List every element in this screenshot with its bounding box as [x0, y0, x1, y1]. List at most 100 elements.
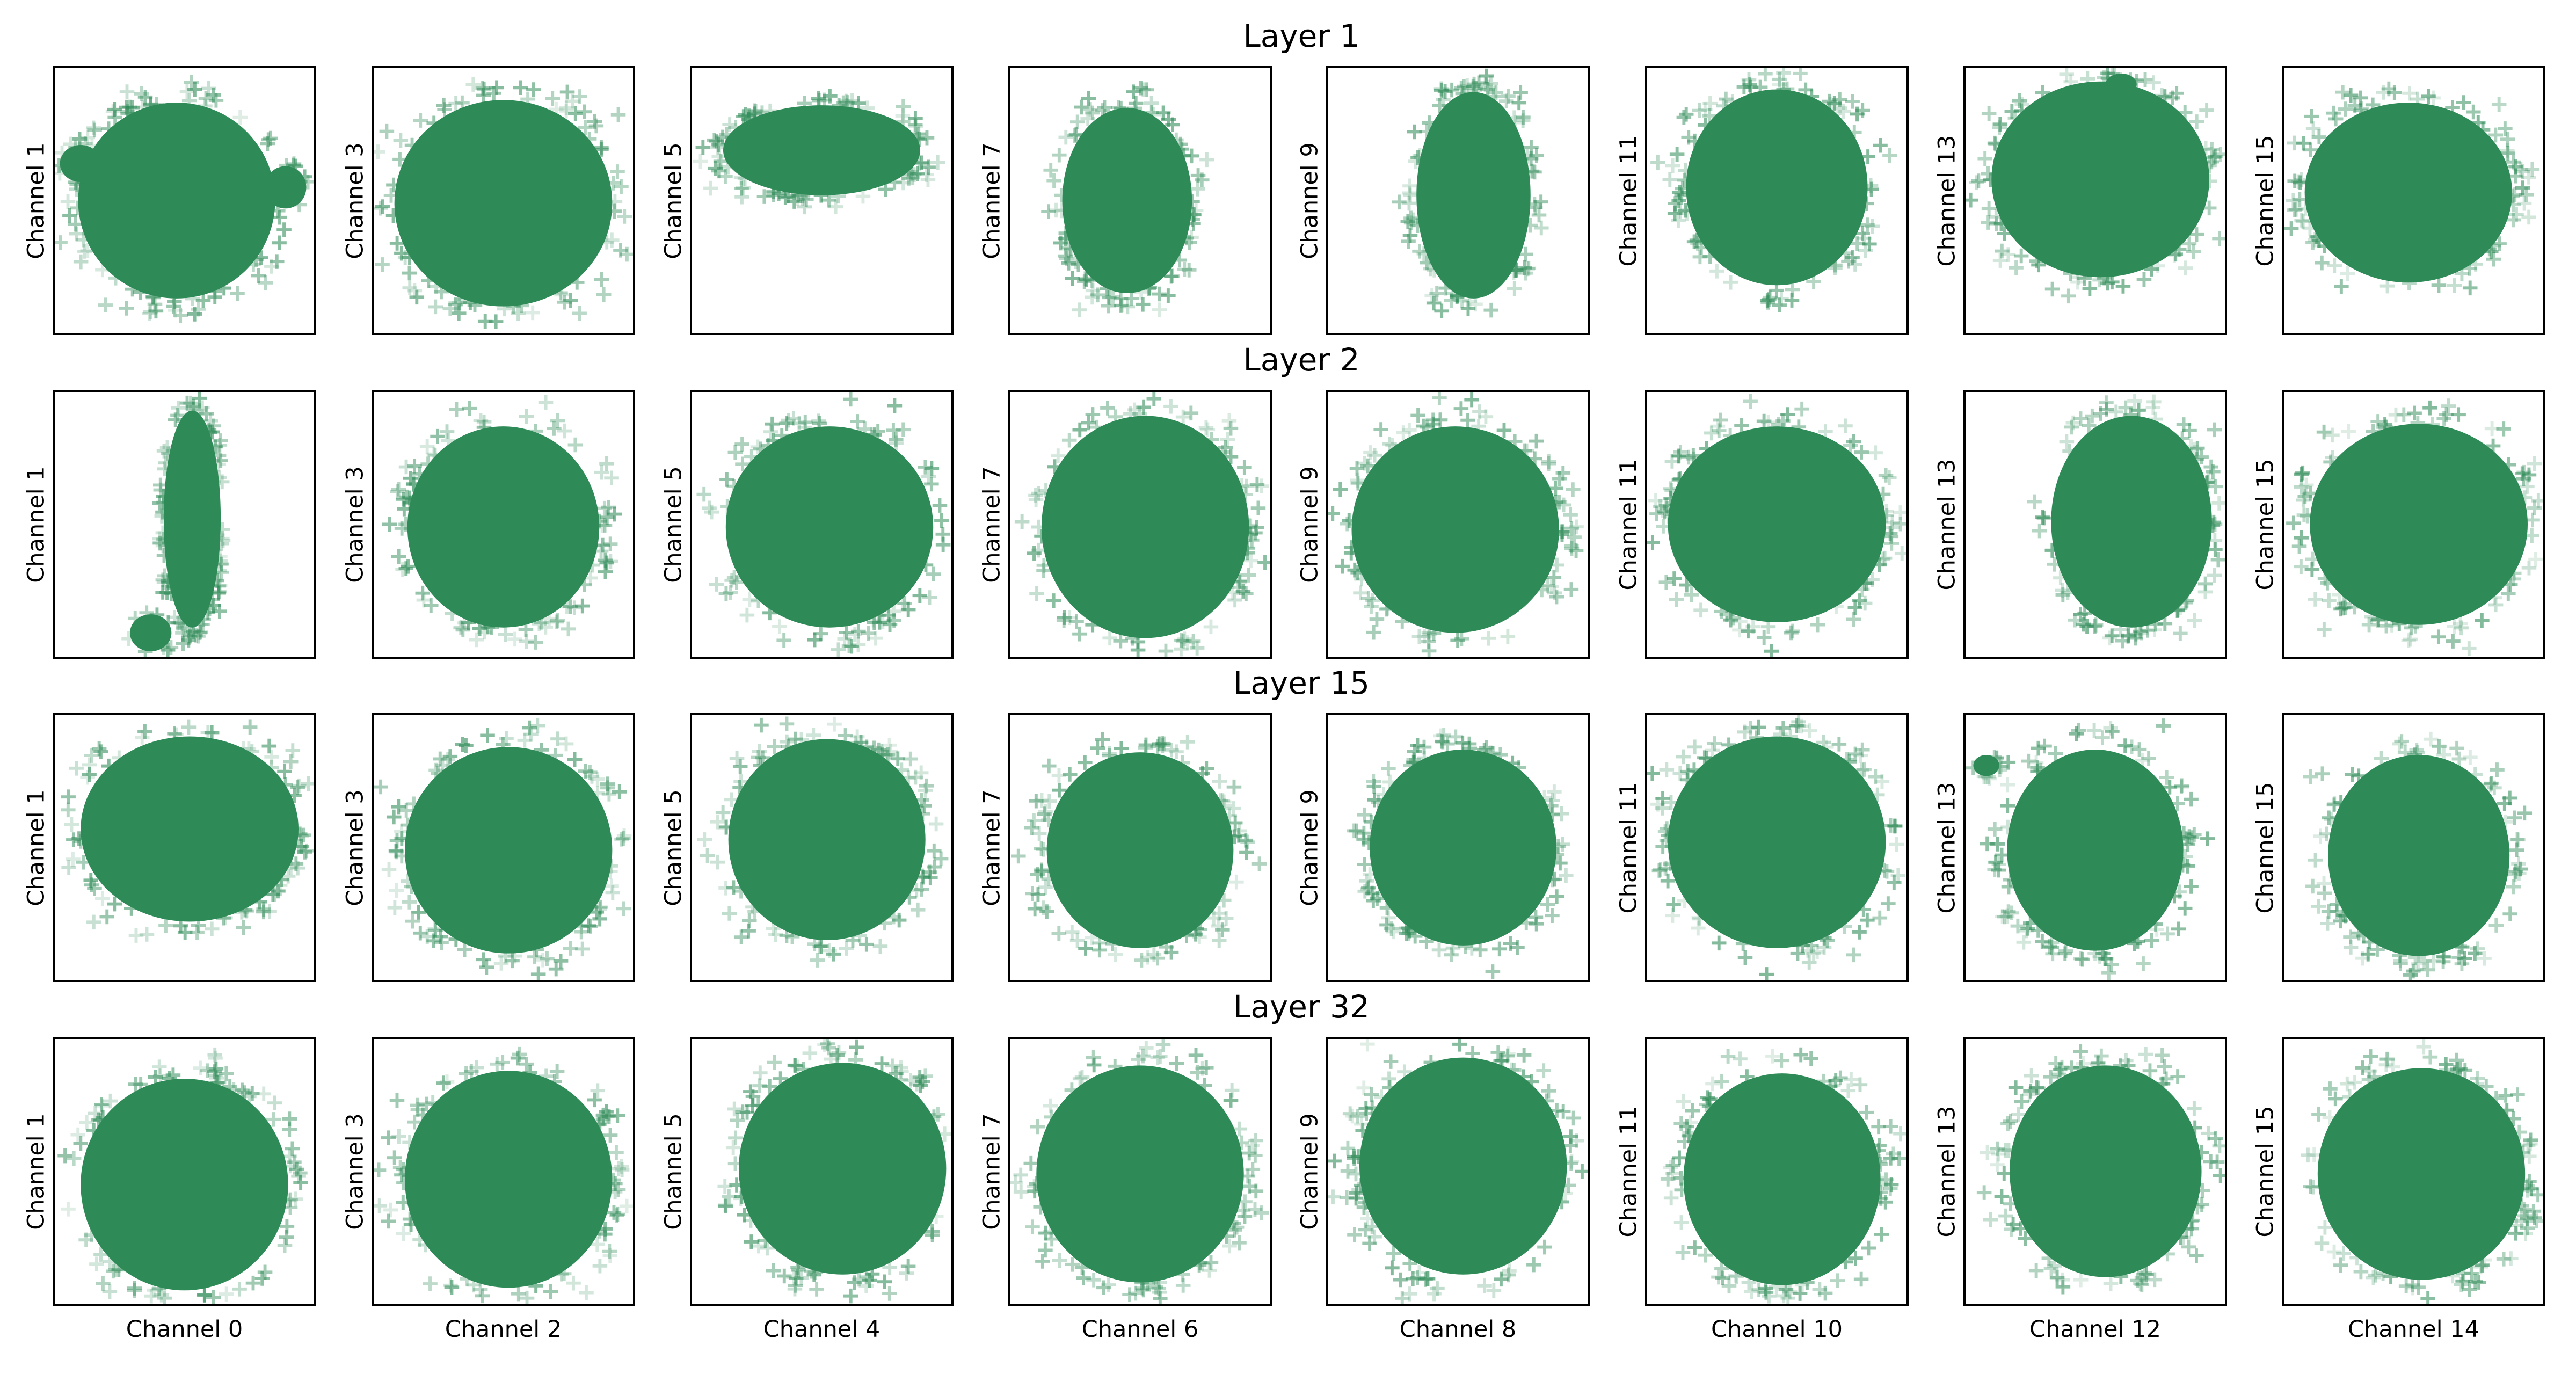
plus-marker [1705, 1076, 1720, 1092]
plus-marker [211, 448, 227, 463]
plus-marker [409, 289, 425, 305]
plus-marker [1385, 1260, 1400, 1276]
plus-marker [2340, 266, 2355, 281]
plus-marker [2454, 620, 2469, 636]
plus-marker [1663, 795, 1679, 810]
plus-marker [1701, 1099, 1717, 1114]
plus-marker [1879, 1172, 1894, 1187]
plus-marker [1843, 438, 1858, 453]
y-axis-label: Channel 9 [1296, 789, 1323, 906]
plus-marker [1335, 558, 1350, 574]
plus-marker [2351, 925, 2367, 941]
plus-marker [1828, 260, 1843, 275]
plus-marker [2069, 726, 2084, 741]
plus-marker [119, 84, 135, 99]
plus-marker [581, 132, 597, 147]
plus-marker [733, 929, 749, 944]
plus-marker [2407, 950, 2423, 965]
plus-marker [915, 1074, 930, 1089]
plus-marker [210, 1075, 225, 1090]
plus-marker [614, 179, 629, 194]
plus-marker [407, 283, 423, 299]
plus-marker [928, 1209, 944, 1224]
plus-marker [467, 297, 483, 312]
plus-marker [2514, 1198, 2529, 1213]
plus-marker [1367, 793, 1382, 808]
plus-marker [1862, 236, 1877, 252]
plus-marker [2207, 568, 2222, 583]
plus-marker [591, 1116, 607, 1131]
plus-marker [1511, 95, 1526, 111]
plus-marker [294, 828, 309, 844]
plus-marker [174, 616, 190, 631]
plus-marker [1483, 745, 1498, 760]
plus-marker [1195, 1256, 1210, 1271]
plus-marker [1679, 577, 1694, 593]
plus-marker [1569, 519, 1584, 534]
plus-marker [1100, 401, 1115, 416]
plus-marker [398, 517, 413, 532]
plus-marker [924, 461, 940, 476]
plus-marker [806, 728, 821, 743]
plus-marker [2347, 599, 2362, 615]
plus-marker [2334, 279, 2349, 294]
plus-marker [927, 859, 942, 875]
plus-marker [1030, 887, 1046, 902]
plus-marker [839, 93, 854, 109]
plus-marker [1041, 871, 1057, 886]
plus-marker [2044, 281, 2060, 297]
plus-marker [1417, 629, 1432, 644]
plus-marker [1481, 631, 1496, 646]
plus-marker [1412, 244, 1427, 259]
plus-marker [1662, 172, 1678, 187]
plus-marker [1068, 254, 1083, 269]
plus-marker [2044, 542, 2060, 558]
plus-marker [2308, 853, 2323, 868]
plus-marker [1722, 428, 1738, 443]
plus-marker [1992, 759, 2007, 774]
plus-marker [264, 760, 279, 775]
plus-marker [1661, 828, 1676, 843]
y-axis-label: Channel 5 [660, 1113, 687, 1230]
plus-marker [2305, 121, 2321, 136]
plus-marker [1455, 86, 1471, 101]
plus-marker [1465, 1046, 1480, 1061]
plus-marker [607, 506, 622, 522]
plus-marker [2064, 419, 2079, 435]
plus-marker [2410, 416, 2426, 431]
y-axis-label: Channel 1 [23, 142, 50, 259]
plus-marker [2436, 411, 2451, 426]
plus-marker [2522, 1148, 2537, 1164]
plus-marker [1412, 148, 1428, 163]
plus-marker [1687, 1240, 1702, 1255]
plus-marker [1366, 625, 1381, 640]
plus-marker [420, 456, 435, 471]
plus-marker [734, 181, 749, 196]
plus-marker [1735, 936, 1751, 951]
dense-point-core [1046, 752, 1234, 948]
plus-marker [2051, 1066, 2067, 1082]
plus-marker [1357, 807, 1372, 823]
plus-marker [1997, 226, 2012, 241]
plus-marker [1505, 755, 1520, 771]
plus-marker [1854, 445, 1869, 460]
plus-marker [1798, 82, 1814, 98]
plus-marker [1659, 833, 1675, 848]
plus-marker [1681, 449, 1696, 465]
plus-marker [192, 403, 207, 418]
plus-marker [2030, 764, 2045, 779]
plus-marker [1034, 862, 1049, 877]
plus-marker [1801, 955, 1817, 970]
plus-marker [137, 644, 153, 657]
plus-marker [2332, 587, 2347, 602]
plus-marker [817, 1039, 832, 1052]
plus-marker [282, 1148, 297, 1164]
plus-marker [2140, 623, 2155, 638]
plus-marker [154, 1287, 169, 1303]
plus-marker [1034, 793, 1050, 808]
plus-marker [1507, 1063, 1522, 1078]
plus-marker [710, 140, 725, 155]
plus-marker [556, 1266, 572, 1281]
plus-marker [287, 788, 302, 803]
plus-marker [1698, 1247, 1713, 1263]
